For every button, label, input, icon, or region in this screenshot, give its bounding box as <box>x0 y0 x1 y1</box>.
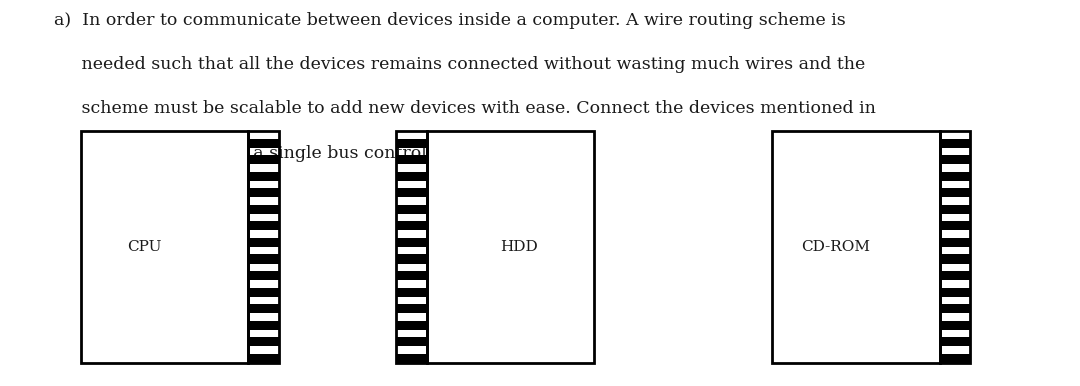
Text: needed such that all the devices remains connected without wasting much wires an: needed such that all the devices remains… <box>54 56 865 73</box>
Bar <box>940 288 970 297</box>
Bar <box>940 271 970 280</box>
Bar <box>396 354 427 363</box>
Bar <box>427 131 594 363</box>
Bar <box>396 321 427 330</box>
Bar <box>396 188 427 197</box>
Bar <box>940 321 970 330</box>
Bar <box>940 131 970 363</box>
Bar <box>940 222 970 230</box>
Bar <box>940 304 970 313</box>
Text: a)  In order to communicate between devices inside a computer. A wire routing sc: a) In order to communicate between devic… <box>54 12 846 29</box>
Bar <box>248 337 279 346</box>
Text: HDD: HDD <box>500 240 538 254</box>
Bar <box>248 131 279 363</box>
Bar <box>396 131 427 363</box>
Bar <box>248 155 279 164</box>
Bar <box>940 139 970 148</box>
Bar <box>248 321 279 330</box>
Bar <box>248 139 279 148</box>
Text: the diagram, using a single bus controller. ¨: the diagram, using a single bus controll… <box>54 145 469 162</box>
Bar <box>396 238 427 247</box>
Bar <box>940 354 970 363</box>
Bar <box>248 238 279 247</box>
Bar <box>248 271 279 280</box>
Bar <box>396 131 427 363</box>
Bar <box>396 254 427 264</box>
Bar <box>940 205 970 214</box>
Bar <box>940 254 970 264</box>
Bar <box>396 205 427 214</box>
Bar <box>396 288 427 297</box>
Bar <box>81 131 248 363</box>
Bar <box>248 288 279 297</box>
Bar <box>248 205 279 214</box>
Bar <box>248 188 279 197</box>
Bar <box>940 155 970 164</box>
Bar <box>940 188 970 197</box>
Bar <box>940 172 970 181</box>
Bar <box>248 254 279 264</box>
Bar <box>248 172 279 181</box>
Text: CD-ROM: CD-ROM <box>801 240 870 254</box>
Bar <box>940 238 970 247</box>
Bar <box>396 155 427 164</box>
Bar <box>396 304 427 313</box>
Bar <box>396 222 427 230</box>
Text: scheme must be scalable to add new devices with ease. Connect the devices mentio: scheme must be scalable to add new devic… <box>54 100 876 117</box>
Bar <box>248 222 279 230</box>
Bar <box>772 131 940 363</box>
Bar <box>248 354 279 363</box>
Bar <box>396 271 427 280</box>
Bar <box>396 172 427 181</box>
Bar <box>248 131 279 363</box>
Bar <box>396 139 427 148</box>
Text: CPU: CPU <box>127 240 162 254</box>
Bar <box>940 131 970 363</box>
Bar <box>396 337 427 346</box>
Bar <box>248 304 279 313</box>
Bar <box>940 337 970 346</box>
